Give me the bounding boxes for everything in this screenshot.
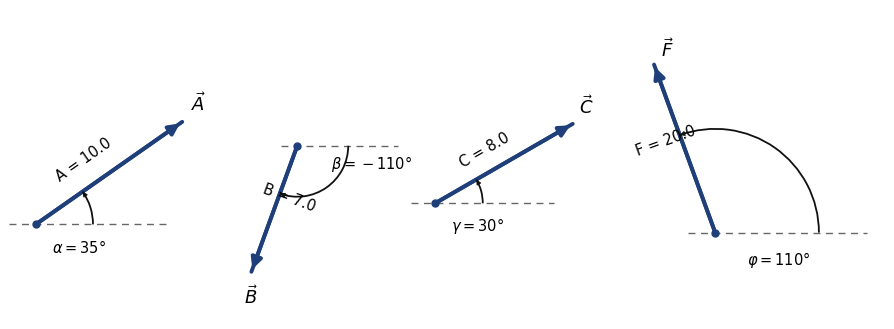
Text: $\vec{F}$: $\vec{F}$ xyxy=(662,38,674,61)
Text: $\beta = -110°$: $\beta = -110°$ xyxy=(331,154,412,174)
Text: $\vec{B}$: $\vec{B}$ xyxy=(244,285,258,308)
Text: F = 20.0: F = 20.0 xyxy=(634,124,698,159)
Text: A = 10.0: A = 10.0 xyxy=(53,135,114,184)
Text: $\gamma = 30°$: $\gamma = 30°$ xyxy=(451,216,504,236)
Text: $\vec{A}$: $\vec{A}$ xyxy=(191,92,207,115)
Text: $\alpha = 35°$: $\alpha = 35°$ xyxy=(52,239,105,256)
Text: C = 8.0: C = 8.0 xyxy=(457,131,512,171)
Text: $\varphi = 110°$: $\varphi = 110°$ xyxy=(747,250,811,270)
Text: B = 7.0: B = 7.0 xyxy=(261,181,317,214)
Text: $\vec{C}$: $\vec{C}$ xyxy=(579,95,594,117)
